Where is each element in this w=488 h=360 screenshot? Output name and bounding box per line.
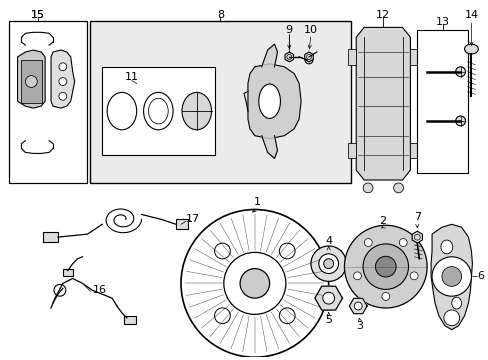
Bar — [102, 67, 215, 156]
Circle shape — [214, 243, 230, 259]
Text: 3: 3 — [356, 321, 363, 331]
Text: 4: 4 — [325, 236, 331, 246]
Text: 17: 17 — [185, 215, 200, 224]
Ellipse shape — [464, 44, 477, 54]
Circle shape — [279, 243, 294, 259]
Polygon shape — [314, 286, 342, 310]
Text: 13: 13 — [435, 18, 449, 27]
Circle shape — [441, 267, 461, 286]
Bar — [9, 21, 87, 183]
Text: 15: 15 — [31, 10, 45, 19]
Text: 14: 14 — [464, 10, 478, 19]
Polygon shape — [430, 224, 471, 330]
Ellipse shape — [182, 93, 211, 130]
Bar — [176, 219, 187, 229]
Text: 1: 1 — [254, 197, 261, 207]
Polygon shape — [304, 52, 313, 62]
Circle shape — [59, 93, 67, 100]
Text: 15: 15 — [31, 10, 45, 19]
Circle shape — [381, 292, 389, 300]
Text: 11: 11 — [124, 72, 139, 82]
Bar — [20, 60, 42, 103]
Bar — [123, 316, 136, 324]
Text: 7: 7 — [413, 212, 420, 222]
Polygon shape — [261, 136, 277, 158]
Polygon shape — [51, 50, 75, 108]
Text: 10: 10 — [304, 25, 317, 35]
Circle shape — [214, 308, 230, 324]
Text: 16: 16 — [92, 285, 106, 295]
Bar — [43, 232, 58, 242]
Circle shape — [59, 63, 67, 71]
Polygon shape — [261, 44, 277, 67]
Polygon shape — [285, 52, 293, 62]
Circle shape — [363, 183, 372, 193]
Ellipse shape — [440, 240, 452, 254]
Circle shape — [279, 308, 294, 324]
Text: 8: 8 — [216, 10, 224, 19]
Circle shape — [375, 256, 395, 277]
Circle shape — [25, 76, 37, 87]
Text: 12: 12 — [375, 10, 389, 19]
Bar — [90, 21, 350, 183]
Polygon shape — [411, 231, 422, 243]
Circle shape — [364, 239, 371, 247]
Bar — [63, 269, 73, 276]
Circle shape — [409, 272, 417, 280]
Bar — [347, 49, 356, 65]
Circle shape — [455, 67, 465, 77]
Polygon shape — [348, 298, 366, 314]
Ellipse shape — [258, 84, 280, 118]
Text: 6: 6 — [476, 271, 483, 282]
Circle shape — [362, 244, 407, 289]
Text: 2: 2 — [379, 216, 386, 226]
Polygon shape — [247, 64, 301, 139]
Circle shape — [240, 269, 269, 298]
Circle shape — [344, 225, 426, 308]
Circle shape — [310, 246, 346, 282]
Bar — [416, 30, 468, 173]
Circle shape — [399, 239, 407, 247]
Circle shape — [455, 116, 465, 126]
Polygon shape — [356, 27, 409, 180]
Bar — [409, 143, 417, 158]
Circle shape — [59, 78, 67, 85]
Circle shape — [353, 302, 362, 310]
Bar — [409, 49, 417, 65]
Circle shape — [224, 252, 285, 314]
Circle shape — [353, 272, 361, 280]
Circle shape — [443, 310, 459, 326]
Circle shape — [323, 259, 333, 269]
Circle shape — [393, 183, 403, 193]
Ellipse shape — [451, 297, 461, 309]
Text: 5: 5 — [325, 315, 331, 325]
Polygon shape — [18, 50, 45, 108]
Text: 9: 9 — [285, 25, 292, 35]
Circle shape — [322, 292, 334, 304]
Bar — [347, 143, 356, 158]
Circle shape — [431, 257, 470, 296]
Circle shape — [305, 56, 312, 64]
Circle shape — [318, 254, 338, 274]
